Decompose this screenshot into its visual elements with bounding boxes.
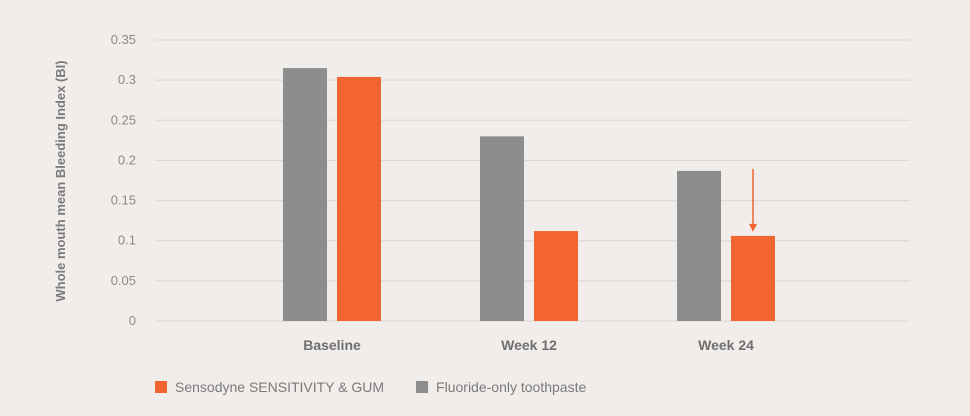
- legend-swatch: [416, 381, 429, 393]
- grid-lines: [155, 39, 910, 322]
- y-tick-label: 0.15: [111, 193, 136, 208]
- bar-fluoride-week-24: [677, 170, 721, 321]
- y-tick-label: 0.35: [111, 32, 136, 47]
- y-axis-label: Whole mouth mean Bleeding Index (BI): [53, 60, 68, 301]
- legend-swatch: [155, 381, 167, 393]
- y-tick-label: 0.3: [118, 72, 136, 87]
- bar-fluoride-baseline: [283, 68, 327, 321]
- bar-sensodyne-week-12: [534, 231, 578, 321]
- legend-label: Fluoride-only toothpaste: [436, 379, 586, 395]
- annotation-arrow-head: [749, 223, 757, 232]
- x-category-label: Week 24: [698, 337, 754, 353]
- legend-label: Sensodyne SENSITIVITY & GUM: [175, 379, 384, 395]
- y-tick-label: 0.25: [111, 112, 136, 127]
- annotations: [749, 168, 757, 232]
- bar-sensodyne-week-24: [731, 235, 775, 321]
- x-axis-categories: Baseline Week 12 Week 24: [303, 337, 754, 353]
- y-tick-label: 0.2: [118, 152, 136, 167]
- x-category-label: Baseline: [303, 337, 361, 353]
- y-axis-ticks: 0 0.05 0.1 0.15 0.2 0.25 0.3 0.35: [111, 32, 136, 328]
- y-tick-label: 0.05: [111, 273, 136, 288]
- bars: [283, 68, 775, 321]
- bar-sensodyne-baseline: [337, 76, 381, 321]
- y-tick-label: 0.1: [118, 233, 136, 248]
- y-tick-label: 0: [129, 313, 136, 328]
- legend: Sensodyne SENSITIVITY & GUM Fluoride-only…: [155, 379, 586, 395]
- x-category-label: Week 12: [501, 337, 557, 353]
- bar-fluoride-week-12: [480, 136, 524, 321]
